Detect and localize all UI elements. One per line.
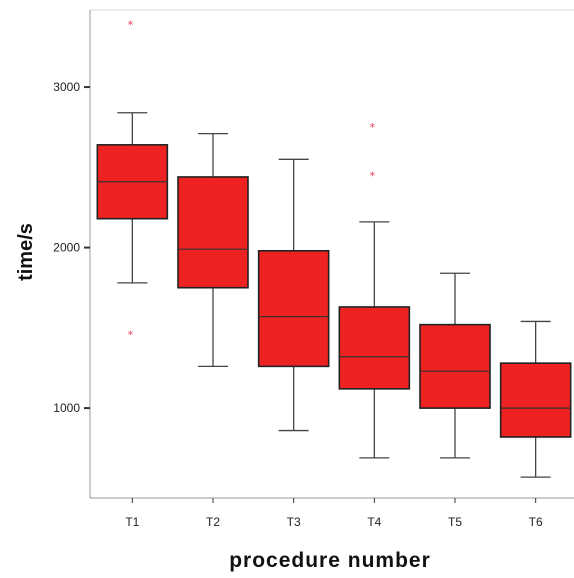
box-group-t5 xyxy=(419,272,491,459)
outlier-point: * xyxy=(370,169,376,182)
x-tick-label: T2 xyxy=(206,515,220,529)
axes xyxy=(84,9,574,503)
x-tick-label: T6 xyxy=(529,515,543,529)
box-group-t1: ** xyxy=(96,18,169,341)
box-group-t6 xyxy=(499,320,572,478)
box-group-t4: ** xyxy=(338,121,411,459)
y-tick-label: 1000 xyxy=(53,401,80,415)
outlier-point: * xyxy=(128,18,134,31)
iqr-box xyxy=(177,176,249,289)
x-tick-label: T3 xyxy=(287,515,301,529)
x-tick-label: T4 xyxy=(367,515,381,529)
y-tick-label: 3000 xyxy=(53,80,80,94)
axis-labels: 1000 2000 3000 T1 T2 T3 T4 T5 T6 xyxy=(53,80,543,529)
x-tick-label: T5 xyxy=(448,515,462,529)
x-axis-title: procedure number xyxy=(229,549,431,572)
iqr-box xyxy=(257,249,330,368)
y-axis-title: time/s xyxy=(15,223,37,281)
box-group-t2 xyxy=(177,132,249,368)
y-tick-label: 2000 xyxy=(53,241,80,255)
outlier-point: * xyxy=(128,328,134,341)
iqr-box xyxy=(499,362,572,438)
outlier-point: * xyxy=(370,121,376,134)
box-group-t3 xyxy=(257,158,330,432)
x-tick-label: T1 xyxy=(125,515,139,529)
iqr-box xyxy=(419,323,491,409)
iqr-box xyxy=(338,306,411,390)
plot-marks: **** xyxy=(96,18,572,478)
